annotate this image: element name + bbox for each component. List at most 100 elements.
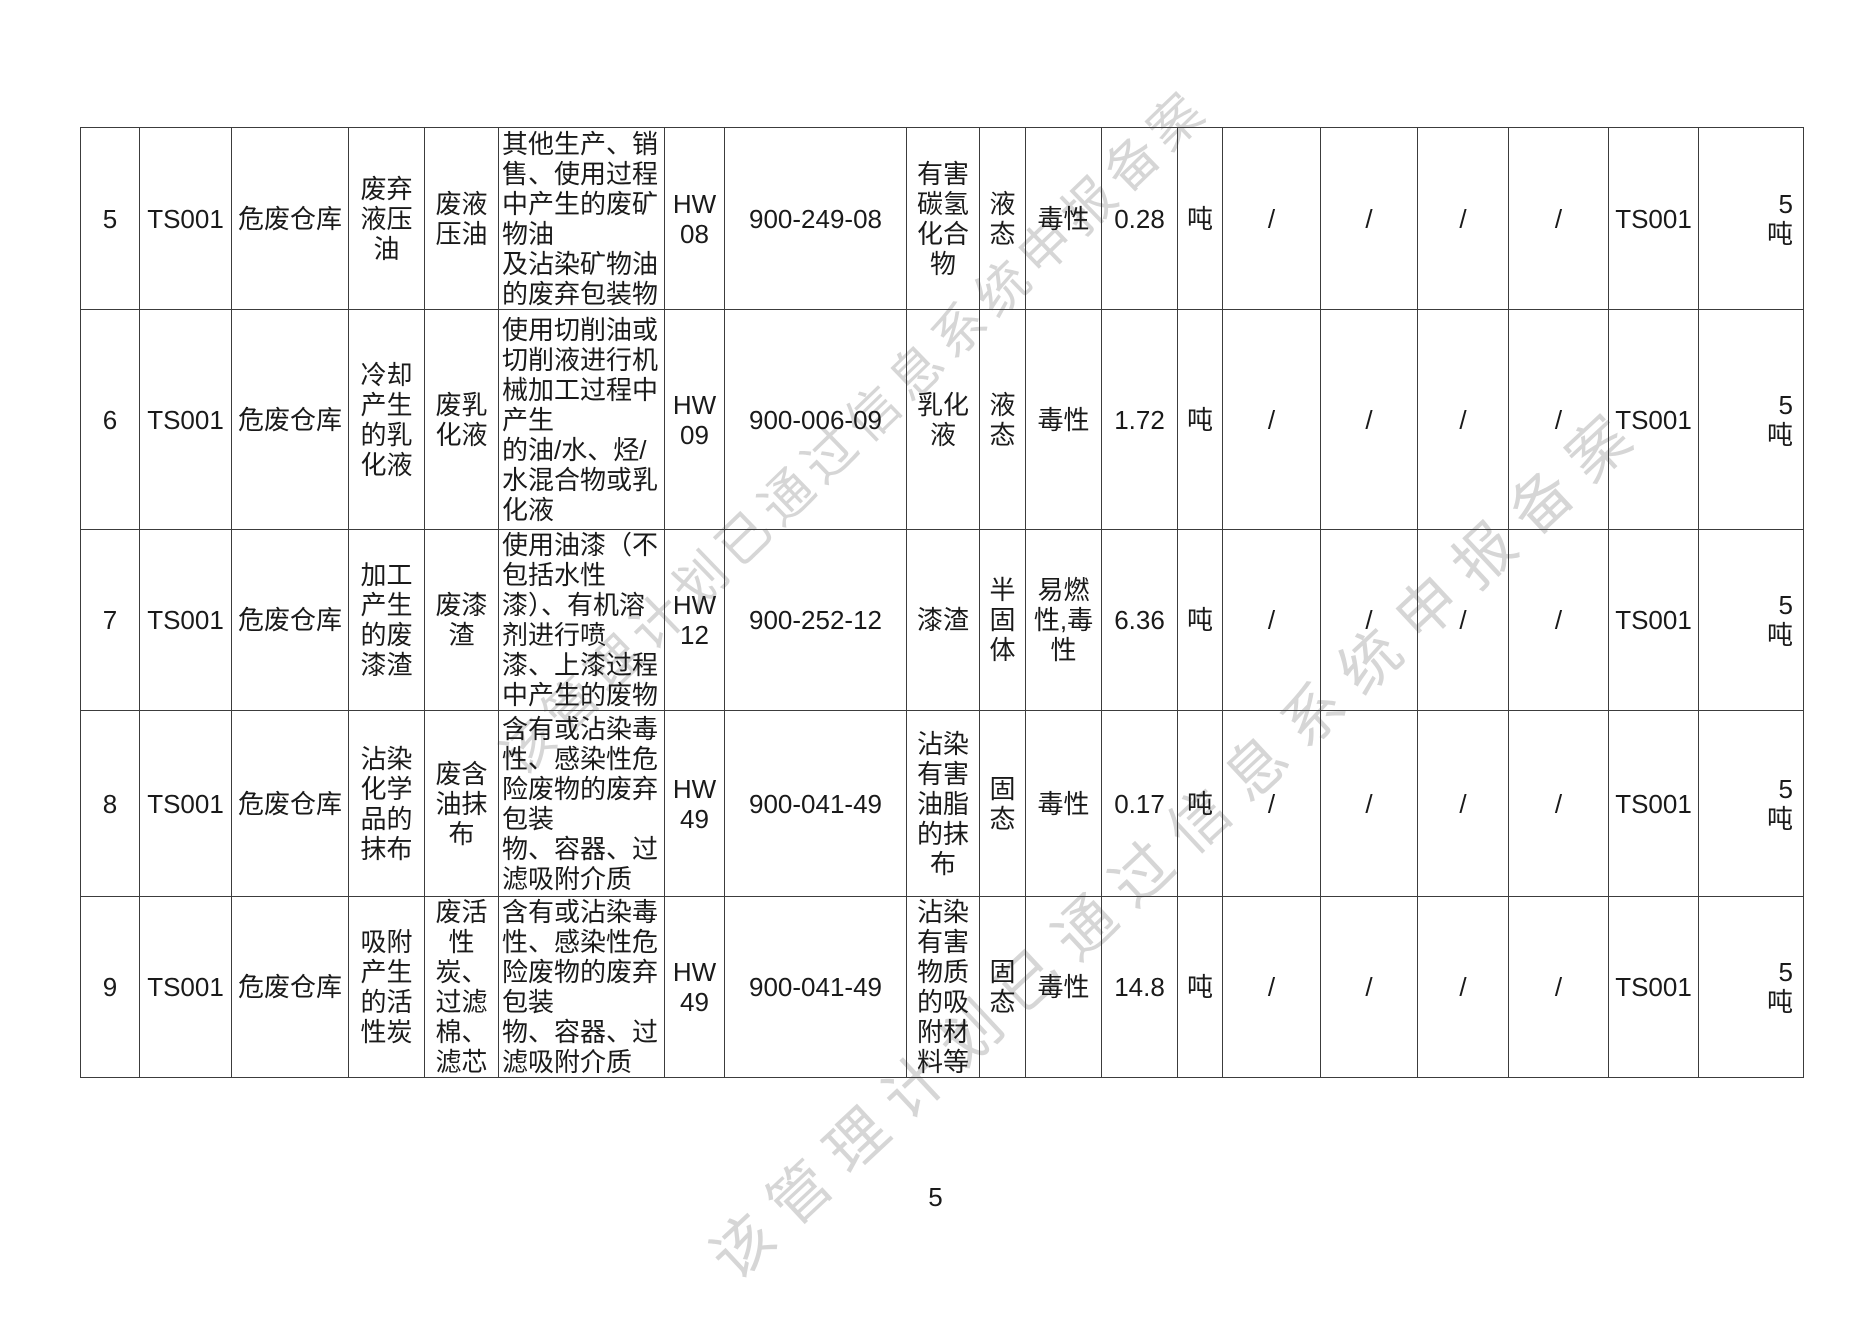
cell-quantity-unit: 吨 [1177,309,1223,530]
table-row: 8 TS001 危废仓库 沾染化学品的抹布 废含油抹布 含有或沾染毒性、感染性危险废物的废… [80,710,1804,897]
cell-hw-category: HW 08 [664,127,725,310]
cell-annual-quantity: 6.36 [1101,529,1178,711]
cell-field-3: / [1417,896,1509,1078]
cell-hazard-property: 毒性 [1025,896,1102,1078]
cell-field-4: / [1508,896,1609,1078]
cell-hazard-property: 易燃性,毒性 [1025,529,1102,711]
cell-field-3: / [1417,529,1509,711]
cell-hw-category: HW 49 [664,896,725,1078]
cell-field-2: / [1320,896,1418,1078]
cell-waste-name: 吸附产生的活性炭 [348,896,425,1078]
cell-physical-form: 液态 [979,309,1026,530]
cell-waste-code: 900-041-49 [724,896,907,1078]
cell-field-2: / [1320,309,1418,530]
cell-field-1: / [1222,896,1321,1078]
cell-field-4: / [1508,710,1609,897]
cell-waste-common-name: 废液压油 [424,127,499,310]
cell-waste-description: 使用油漆（不包括水性 漆）、有机溶剂进行喷 漆、上漆过程中产生的废物 [498,529,665,711]
cell-waste-common-name: 废乳化液 [424,309,499,530]
cell-field-3: / [1417,309,1509,530]
cell-waste-description: 其他生产、销售、使用过程中产生的废矿物油 及沾染矿物油的废弃包装物 [498,127,665,310]
cell-field-4: / [1508,309,1609,530]
cell-facility-code: TS001 [139,309,232,530]
cell-waste-name: 沾染化学品的抹布 [348,710,425,897]
cell-storage-location: 危废仓库 [231,710,349,897]
cell-storage-code: TS001 [1608,896,1699,1078]
cell-waste-name: 冷却产生的乳化液 [348,309,425,530]
cell-field-3: / [1417,710,1509,897]
cell-field-1: / [1222,127,1321,310]
cell-storage-code: TS001 [1608,309,1699,530]
cell-quantity-unit: 吨 [1177,710,1223,897]
cell-quantity-unit: 吨 [1177,529,1223,711]
cell-waste-description: 使用切削油或切削液进行机械加工过程中产生 的油/水、烃/水混合物或乳化液 [498,309,665,530]
cell-field-1: / [1222,710,1321,897]
cell-field-2: / [1320,127,1418,310]
table-row: 7 TS001 危废仓库 加工产生的废漆渣 废漆渣 使用油漆（不包括水性 漆）、有机溶剂进… [80,529,1804,711]
cell-waste-common-name: 废含油抹布 [424,710,499,897]
cell-hw-category: HW 09 [664,309,725,530]
cell-facility-code: TS001 [139,896,232,1078]
cell-waste-description: 含有或沾染毒性、感染性危险废物的废弃包装 物、容器、过滤吸附介质 [498,710,665,897]
cell-quantity-unit: 吨 [1177,896,1223,1078]
cell-waste-code: 900-252-12 [724,529,907,711]
cell-harmful-component: 乳化液 [906,309,980,530]
cell-facility-code: TS001 [139,529,232,711]
cell-storage-capacity: 5 吨 [1698,309,1804,530]
cell-storage-location: 危废仓库 [231,309,349,530]
table-row: 5 TS001 危废仓库 废弃液压油 废液压油 其他生产、销售、使用过程中产生的废矿物油 … [80,127,1804,310]
cell-storage-code: TS001 [1608,710,1699,897]
cell-field-4: / [1508,529,1609,711]
cell-field-4: / [1508,127,1609,310]
cell-waste-code: 900-006-09 [724,309,907,530]
cell-field-2: / [1320,529,1418,711]
cell-facility-code: TS001 [139,710,232,897]
cell-hazard-property: 毒性 [1025,127,1102,310]
cell-waste-code: 900-041-49 [724,710,907,897]
cell-waste-name: 废弃液压油 [348,127,425,310]
cell-physical-form: 固态 [979,710,1026,897]
cell-hazard-property: 毒性 [1025,710,1102,897]
cell-field-2: / [1320,710,1418,897]
cell-waste-name: 加工产生的废漆渣 [348,529,425,711]
cell-row-number: 9 [80,896,140,1078]
cell-row-number: 7 [80,529,140,711]
table-row: 9 TS001 危废仓库 吸附产生的活性炭 废活性炭、过滤棉、滤芯 含有或沾染毒性、感染性… [80,896,1804,1078]
cell-waste-description: 含有或沾染毒性、感染性危险废物的废弃包装 物、容器、过滤吸附介质 [498,896,665,1078]
cell-waste-code: 900-249-08 [724,127,907,310]
cell-storage-location: 危废仓库 [231,529,349,711]
cell-storage-location: 危废仓库 [231,127,349,310]
cell-annual-quantity: 14.8 [1101,896,1178,1078]
cell-harmful-component: 沾染有害油脂的抹布 [906,710,980,897]
cell-physical-form: 固态 [979,896,1026,1078]
cell-physical-form: 液态 [979,127,1026,310]
cell-hw-category: HW 49 [664,710,725,897]
table-row: 6 TS001 危废仓库 冷却产生的乳化液 废乳化液 使用切削油或切削液进行机械加工过程中… [80,309,1804,530]
cell-harmful-component: 有害碳氢化合物 [906,127,980,310]
cell-row-number: 6 [80,309,140,530]
cell-field-3: / [1417,127,1509,310]
cell-row-number: 8 [80,710,140,897]
cell-harmful-component: 沾染有害物质的吸附材料等 [906,896,980,1078]
cell-field-1: / [1222,309,1321,530]
page-number: 5 [928,1182,943,1212]
cell-storage-capacity: 5 吨 [1698,710,1804,897]
cell-harmful-component: 漆渣 [906,529,980,711]
cell-storage-capacity: 5 吨 [1698,529,1804,711]
cell-annual-quantity: 1.72 [1101,309,1178,530]
cell-field-1: / [1222,529,1321,711]
cell-storage-code: TS001 [1608,127,1699,310]
cell-facility-code: TS001 [139,127,232,310]
cell-waste-common-name: 废漆渣 [424,529,499,711]
cell-annual-quantity: 0.28 [1101,127,1178,310]
cell-physical-form: 半固体 [979,529,1026,711]
cell-hazard-property: 毒性 [1025,309,1102,530]
hazardous-waste-table: 5 TS001 危废仓库 废弃液压油 废液压油 其他生产、销售、使用过程中产生的废矿物油 … [80,127,1804,1078]
cell-annual-quantity: 0.17 [1101,710,1178,897]
cell-hw-category: HW 12 [664,529,725,711]
cell-storage-capacity: 5 吨 [1698,127,1804,310]
cell-row-number: 5 [80,127,140,310]
cell-storage-code: TS001 [1608,529,1699,711]
cell-storage-capacity: 5 吨 [1698,896,1804,1078]
